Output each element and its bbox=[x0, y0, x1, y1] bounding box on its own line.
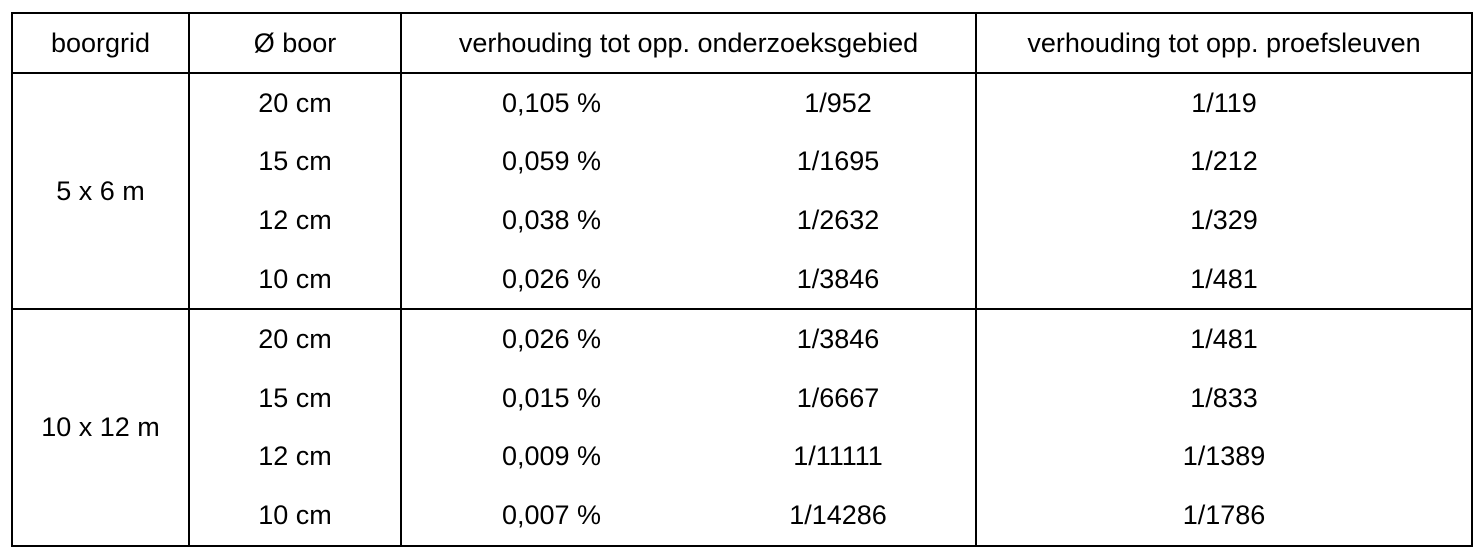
sleuven-cell: 1/1389 bbox=[1182, 441, 1266, 472]
sleuven-cell: 1/833 bbox=[1190, 382, 1258, 413]
percent-cell: 0,105 % bbox=[501, 87, 602, 118]
diameter-cell: 15 cm bbox=[189, 132, 402, 192]
percent-cell: 0,026 % bbox=[501, 263, 602, 294]
fraction-cell: 1/14286 bbox=[701, 486, 977, 546]
diameter-cell: 20 cm bbox=[189, 308, 402, 369]
sleuven-cell: 1/119 bbox=[1191, 87, 1257, 118]
fraction-cell: 1/3846 bbox=[701, 308, 977, 369]
sleuven-cell: 1/329 bbox=[1190, 204, 1258, 235]
sleuven-cell: 1/481 bbox=[976, 308, 1472, 369]
fraction-cell: 1/6667 bbox=[701, 368, 977, 428]
fraction-cell: 1/3846 bbox=[701, 249, 977, 310]
table-row: 12 cm 0,009 % 1/11111 1/1389 bbox=[12, 427, 1472, 487]
fraction-cell: 1/2632 bbox=[701, 191, 977, 250]
table-row: 10 cm 0,026 % 1/3846 1/481 bbox=[12, 249, 1472, 310]
diameter-cell: 10 cm bbox=[189, 249, 402, 310]
header-proefsleuven: verhouding tot opp. proefsleuven bbox=[976, 13, 1472, 74]
fraction-cell: 1/11111 bbox=[701, 427, 977, 487]
header-boorgrid: boorgrid bbox=[12, 13, 190, 74]
sleuven-cell: 1/1786 bbox=[1182, 499, 1266, 530]
diameter-cell: 12 cm bbox=[189, 427, 402, 487]
fraction-cell: 1/952 bbox=[701, 73, 977, 133]
percent-cell: 0,059 % bbox=[501, 146, 602, 177]
percent-cell: 0,009 % bbox=[501, 441, 602, 472]
table-row: 12 cm 0,038 % 1/2632 1/329 bbox=[12, 191, 1472, 250]
table-row: 10 cm 0,007 % 1/14286 1/1786 bbox=[12, 486, 1472, 546]
table-row: 5 x 6 m 20 cm 0,105 % 1/952 1/119 bbox=[12, 73, 1472, 310]
grid-cell: 5 x 6 m bbox=[12, 73, 190, 310]
diameter-cell: 15 cm bbox=[189, 368, 402, 428]
table-row: 15 cm 0,059 % 1/1695 1/212 bbox=[12, 132, 1472, 192]
fraction-cell: 1/1695 bbox=[701, 132, 977, 192]
diameter-cell: 20 cm bbox=[189, 73, 402, 133]
sleuven-cell: 1/481 bbox=[1190, 263, 1258, 294]
sleuven-cell: 1/212 bbox=[1190, 146, 1258, 177]
header-diameter: Ø boor bbox=[189, 13, 402, 74]
header-onderzoeksgebied: verhouding tot opp. onderzoeksgebied bbox=[401, 13, 977, 74]
grid-cell: 10 x 12 m bbox=[12, 308, 190, 546]
percent-cell: 0,038 % bbox=[501, 204, 602, 235]
boorgrid-table: boorgrid Ø boor verhouding tot opp. onde… bbox=[11, 12, 1473, 547]
diameter-cell: 12 cm bbox=[189, 191, 402, 250]
percent-cell: 0,026 % bbox=[401, 308, 701, 369]
percent-cell: 0,015 % bbox=[501, 382, 602, 413]
table-row: 10 x 12 m 20 cm 0,026 % 1/3846 1/481 bbox=[12, 308, 1472, 546]
header-row: boorgrid Ø boor verhouding tot opp. onde… bbox=[12, 13, 1472, 74]
table-row: 15 cm 0,015 % 1/6667 1/833 bbox=[12, 368, 1472, 428]
diameter-cell: 10 cm bbox=[189, 486, 402, 546]
percent-cell: 0,007 % bbox=[501, 499, 602, 530]
